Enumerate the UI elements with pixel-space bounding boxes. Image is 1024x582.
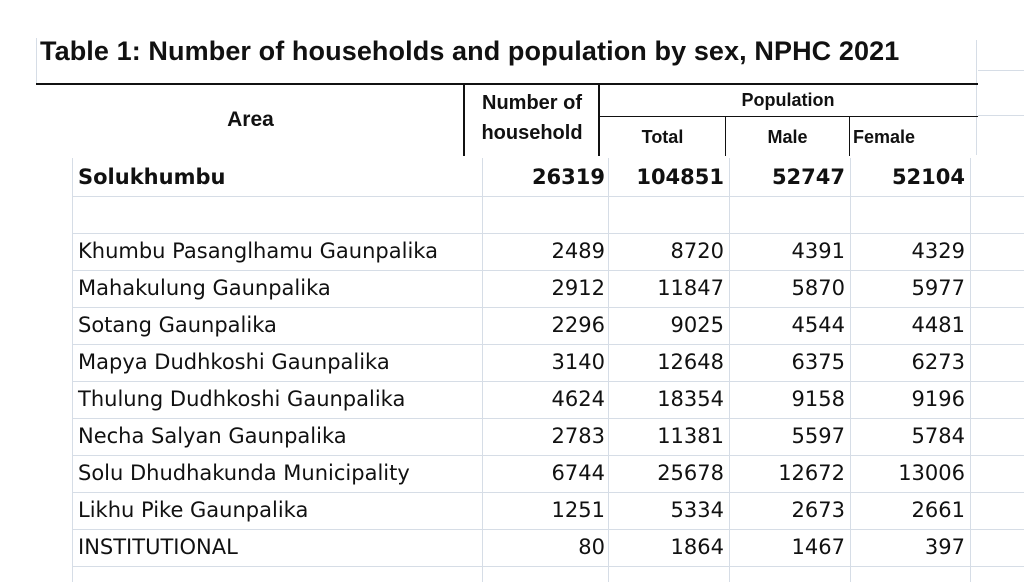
table-row: Sotang Gaunpalika 2296 9025 4544 4481 (72, 307, 970, 344)
table-row: Likhu Pike Gaunpalika 1251 5334 2673 266… (72, 492, 970, 529)
row-male: 4544 (791, 313, 845, 337)
row-female: 397 (924, 535, 965, 559)
summary-area: Solukhumbu (78, 165, 226, 189)
row-total: 12648 (657, 350, 724, 374)
table-row: Mahakulung Gaunpalika 2912 11847 5870 59… (72, 270, 970, 307)
table-row: Mapya Dudhkoshi Gaunpalika 3140 12648 63… (72, 344, 970, 381)
row-area: Khumbu Pasanglhamu Gaunpalika (78, 239, 438, 263)
row-total: 9025 (670, 313, 724, 337)
row-female: 13006 (898, 461, 965, 485)
header-households: Number of household (466, 88, 598, 148)
summary-row: Solukhumbu 26319 104851 52747 52104 (72, 159, 970, 196)
row-total: 11381 (657, 424, 724, 448)
table-row: Solu Dhudhakunda Municipality 6744 25678… (72, 455, 970, 492)
row-total: 25678 (657, 461, 724, 485)
table-row: INSTITUTIONAL 80 1864 1467 397 (72, 529, 970, 566)
row-male: 5870 (791, 276, 845, 300)
header-total: Total (641, 127, 684, 147)
row-female: 4329 (911, 239, 965, 263)
row-total: 11847 (657, 276, 724, 300)
row-female: 5784 (911, 424, 965, 448)
row-households: 6744 (551, 461, 605, 485)
table-row: Khumbu Pasanglhamu Gaunpalika 2489 8720 … (72, 233, 970, 270)
header-area: Area (227, 108, 274, 131)
row-total: 1864 (670, 535, 724, 559)
row-area: Sotang Gaunpalika (78, 313, 277, 337)
row-households: 80 (578, 535, 605, 559)
row-households: 2489 (551, 239, 605, 263)
row-area: Mapya Dudhkoshi Gaunpalika (78, 350, 390, 374)
header-population: Population (741, 90, 835, 110)
row-households: 4624 (551, 387, 605, 411)
row-area: Mahakulung Gaunpalika (78, 276, 331, 300)
row-area: Necha Salyan Gaunpalika (78, 424, 347, 448)
row-male: 5597 (791, 424, 845, 448)
row-households: 2296 (551, 313, 605, 337)
header-male: Male (767, 127, 808, 147)
row-female: 5977 (911, 276, 965, 300)
row-female: 9196 (911, 387, 965, 411)
row-female: 4481 (911, 313, 965, 337)
table-row: Necha Salyan Gaunpalika 2783 11381 5597 … (72, 418, 970, 455)
row-households: 2912 (551, 276, 605, 300)
header-female: Female (853, 127, 916, 147)
table-title: Table 1: Number of households and popula… (40, 36, 900, 66)
row-male: 9158 (791, 387, 845, 411)
summary-female: 52104 (891, 165, 965, 189)
row-area: Solu Dhudhakunda Municipality (78, 461, 410, 485)
row-female: 2661 (911, 498, 965, 522)
row-area: Thulung Dudhkoshi Gaunpalika (78, 387, 406, 411)
row-area: INSTITUTIONAL (78, 535, 238, 559)
row-households: 1251 (551, 498, 605, 522)
summary-total: 104851 (636, 165, 724, 189)
row-households: 3140 (551, 350, 605, 374)
row-area: Likhu Pike Gaunpalika (78, 498, 309, 522)
header-households-line1: Number of (482, 92, 582, 114)
row-male: 4391 (791, 239, 845, 263)
row-female: 6273 (911, 350, 965, 374)
header-households-line2: household (481, 122, 583, 144)
row-male: 1467 (791, 535, 845, 559)
row-total: 18354 (657, 387, 724, 411)
row-male: 12672 (778, 461, 845, 485)
row-male: 2673 (791, 498, 845, 522)
summary-households: 26319 (531, 165, 605, 189)
row-total: 5334 (670, 498, 724, 522)
row-male: 6375 (791, 350, 845, 374)
row-total: 8720 (670, 239, 724, 263)
table-row: Thulung Dudhkoshi Gaunpalika 4624 18354 … (72, 381, 970, 418)
summary-male: 52747 (771, 165, 845, 189)
row-households: 2783 (551, 424, 605, 448)
title-gridline (36, 38, 37, 84)
